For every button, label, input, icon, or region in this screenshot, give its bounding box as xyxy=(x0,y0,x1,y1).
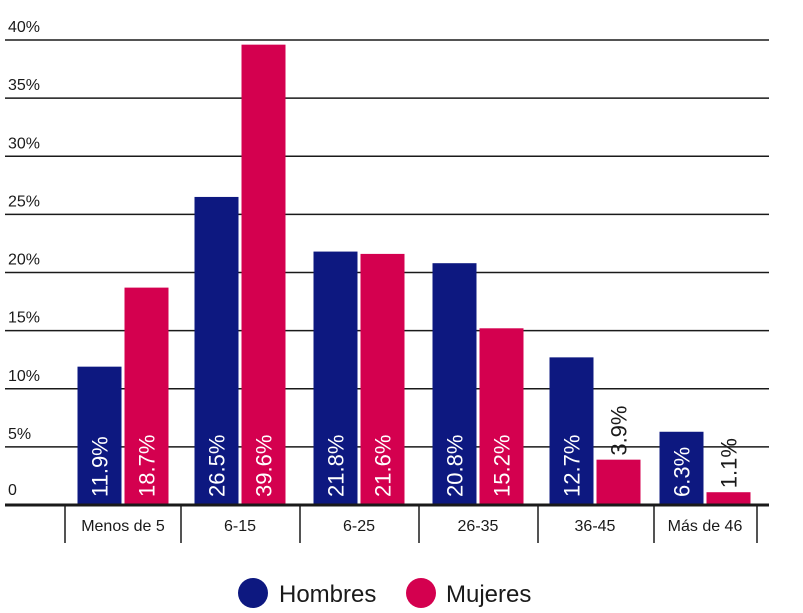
x-tick-label: Más de 46 xyxy=(668,518,743,535)
bar-hombres-5 xyxy=(659,431,704,505)
value-label: 21.6% xyxy=(371,435,396,497)
bar-mujeres-5 xyxy=(706,492,751,505)
bars-layer xyxy=(77,44,751,506)
x-tick-label: 6-15 xyxy=(224,518,256,535)
y-axis: 0 5% 10% 15% 20% 25% 30% 35% 40% xyxy=(8,19,40,499)
value-label: 20.8% xyxy=(443,435,468,497)
bar-hombres-4 xyxy=(549,357,594,505)
value-label: 15.2% xyxy=(490,435,515,497)
x-tick-label: 6-25 xyxy=(343,518,375,535)
value-label: 12.7% xyxy=(560,435,585,497)
value-label: 3.9% xyxy=(607,406,632,456)
y-tick-label: 5% xyxy=(8,426,31,443)
value-label: 39.6% xyxy=(252,435,277,497)
y-tick-label: 20% xyxy=(8,252,40,269)
y-tick-label: 15% xyxy=(8,310,40,327)
bar-hombres-1 xyxy=(194,196,239,505)
y-tick-label: 0 xyxy=(8,482,17,499)
x-tick-label: Menos de 5 xyxy=(81,518,165,535)
value-label: 1.1% xyxy=(717,438,742,488)
legend-swatch-mujeres xyxy=(406,578,436,608)
x-tick-label: 36-45 xyxy=(575,518,616,535)
bar-mujeres-0 xyxy=(124,287,169,505)
legend-swatch-hombres xyxy=(238,578,268,608)
y-tick-label: 35% xyxy=(8,77,40,94)
legend: Hombres Mujeres xyxy=(238,578,531,608)
value-label: 6.3% xyxy=(670,447,695,497)
legend-label-mujeres: Mujeres xyxy=(446,581,531,608)
bar-mujeres-2 xyxy=(360,253,405,505)
value-label: 21.8% xyxy=(324,435,349,497)
y-tick-label: 10% xyxy=(8,368,40,385)
bar-mujeres-1 xyxy=(241,44,286,506)
y-tick-label: 25% xyxy=(8,193,40,210)
bar-hombres-0 xyxy=(77,366,122,505)
x-tick-label: 26-35 xyxy=(458,518,499,535)
x-axis: Menos de 5 6-15 6-25 26-35 36-45 Más de 46 xyxy=(5,503,769,543)
bar-mujeres-3 xyxy=(479,328,524,505)
y-tick-label: 40% xyxy=(8,19,40,36)
value-label: 11.9% xyxy=(88,436,113,497)
y-tick-label: 30% xyxy=(8,135,40,152)
value-label: 18.7% xyxy=(135,435,160,497)
value-labels-layer: 11.9% 18.7% 26.5% 39.6% 21.8% 21.6% 20.8% 15.2%… xyxy=(88,406,742,497)
bar-hombres-2 xyxy=(313,251,358,505)
legend-label-hombres: Hombres xyxy=(279,581,376,608)
value-label: 26.5% xyxy=(205,435,230,497)
bar-mujeres-4 xyxy=(596,459,641,505)
bar-hombres-3 xyxy=(432,263,477,505)
